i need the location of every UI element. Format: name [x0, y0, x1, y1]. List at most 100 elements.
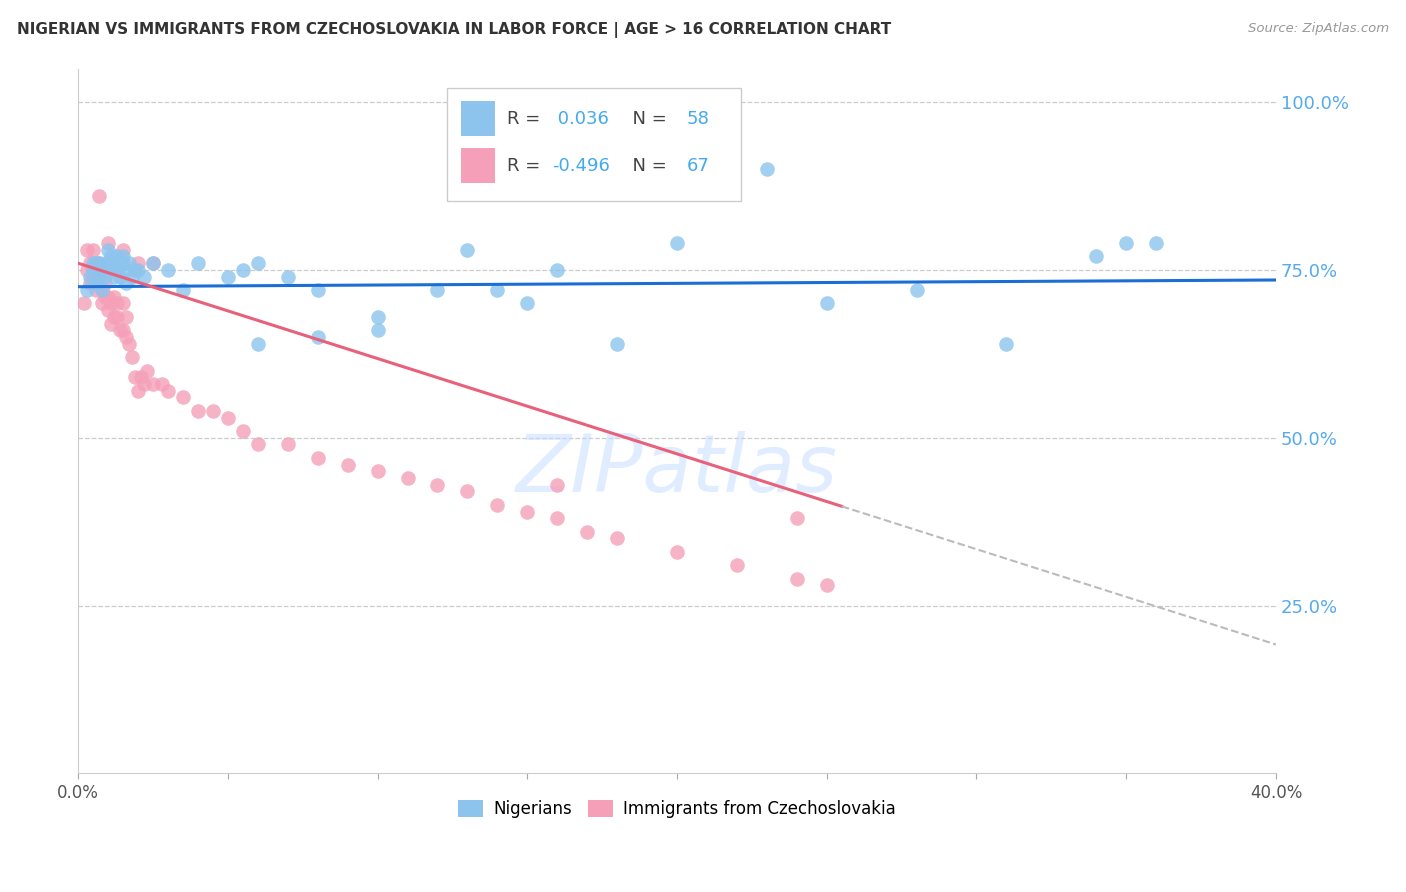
- Point: [456, 243, 478, 257]
- Point: [755, 162, 778, 177]
- Point: [91, 263, 114, 277]
- Point: [87, 269, 110, 284]
- Point: [1115, 235, 1137, 250]
- Text: N =: N =: [620, 110, 672, 128]
- Point: [786, 511, 808, 525]
- Point: [84, 283, 107, 297]
- Point: [217, 410, 239, 425]
- Point: [201, 404, 224, 418]
- Point: [76, 263, 98, 277]
- Point: [103, 290, 125, 304]
- Point: [666, 545, 689, 559]
- Point: [905, 283, 928, 297]
- Point: [995, 336, 1018, 351]
- Point: [112, 256, 135, 270]
- Point: [84, 256, 107, 270]
- Point: [103, 310, 125, 324]
- Point: [87, 269, 110, 284]
- Point: [132, 377, 155, 392]
- Point: [172, 391, 194, 405]
- Point: [396, 471, 419, 485]
- Point: [112, 250, 135, 264]
- Point: [79, 277, 101, 291]
- Point: [546, 511, 568, 525]
- Point: [576, 524, 599, 539]
- Point: [516, 505, 538, 519]
- Point: [118, 336, 141, 351]
- Bar: [461, 148, 495, 184]
- Point: [127, 384, 149, 398]
- Point: [307, 283, 329, 297]
- Point: [115, 277, 138, 291]
- Point: [246, 256, 269, 270]
- Point: [367, 323, 389, 337]
- Bar: [447, 88, 741, 201]
- Point: [94, 256, 117, 270]
- Point: [87, 256, 110, 270]
- Point: [307, 330, 329, 344]
- Point: [246, 437, 269, 451]
- Point: [546, 263, 568, 277]
- Point: [606, 532, 628, 546]
- Point: [367, 310, 389, 324]
- Point: [336, 458, 359, 472]
- Point: [725, 558, 748, 573]
- Point: [94, 277, 117, 291]
- Point: [124, 370, 146, 384]
- Point: [105, 296, 128, 310]
- Point: [815, 578, 838, 592]
- Point: [129, 370, 152, 384]
- Point: [97, 243, 120, 257]
- Point: [426, 477, 449, 491]
- Point: [97, 303, 120, 318]
- Point: [115, 310, 138, 324]
- Point: [187, 404, 209, 418]
- Point: [124, 263, 146, 277]
- Point: [786, 572, 808, 586]
- Point: [112, 296, 135, 310]
- Point: [486, 283, 509, 297]
- Point: [100, 263, 122, 277]
- Legend: Nigerians, Immigrants from Czechoslovakia: Nigerians, Immigrants from Czechoslovaki…: [451, 794, 903, 825]
- Point: [87, 189, 110, 203]
- Text: ZIPatlas: ZIPatlas: [516, 432, 838, 509]
- Text: N =: N =: [620, 157, 672, 175]
- Point: [115, 330, 138, 344]
- Point: [456, 484, 478, 499]
- Point: [1144, 235, 1167, 250]
- Point: [277, 269, 299, 284]
- Point: [105, 250, 128, 264]
- Point: [100, 250, 122, 264]
- Point: [112, 323, 135, 337]
- Point: [84, 256, 107, 270]
- Point: [136, 363, 159, 377]
- Point: [82, 263, 104, 277]
- Point: [142, 256, 165, 270]
- Point: [115, 263, 138, 277]
- Text: 67: 67: [686, 157, 710, 175]
- Text: R =: R =: [508, 110, 546, 128]
- Point: [156, 263, 179, 277]
- Point: [142, 256, 165, 270]
- Point: [108, 323, 131, 337]
- Point: [82, 269, 104, 284]
- Point: [91, 283, 114, 297]
- Text: -0.496: -0.496: [553, 157, 610, 175]
- Point: [94, 269, 117, 284]
- Point: [307, 450, 329, 465]
- Point: [76, 283, 98, 297]
- Point: [150, 377, 173, 392]
- Point: [187, 256, 209, 270]
- Point: [367, 464, 389, 478]
- Point: [100, 317, 122, 331]
- Point: [97, 256, 120, 270]
- Point: [1085, 250, 1108, 264]
- Point: [277, 437, 299, 451]
- Point: [82, 243, 104, 257]
- Point: [121, 350, 143, 364]
- Point: [79, 256, 101, 270]
- Text: Source: ZipAtlas.com: Source: ZipAtlas.com: [1249, 22, 1389, 36]
- Point: [108, 269, 131, 284]
- Text: 0.036: 0.036: [553, 110, 609, 128]
- Point: [121, 269, 143, 284]
